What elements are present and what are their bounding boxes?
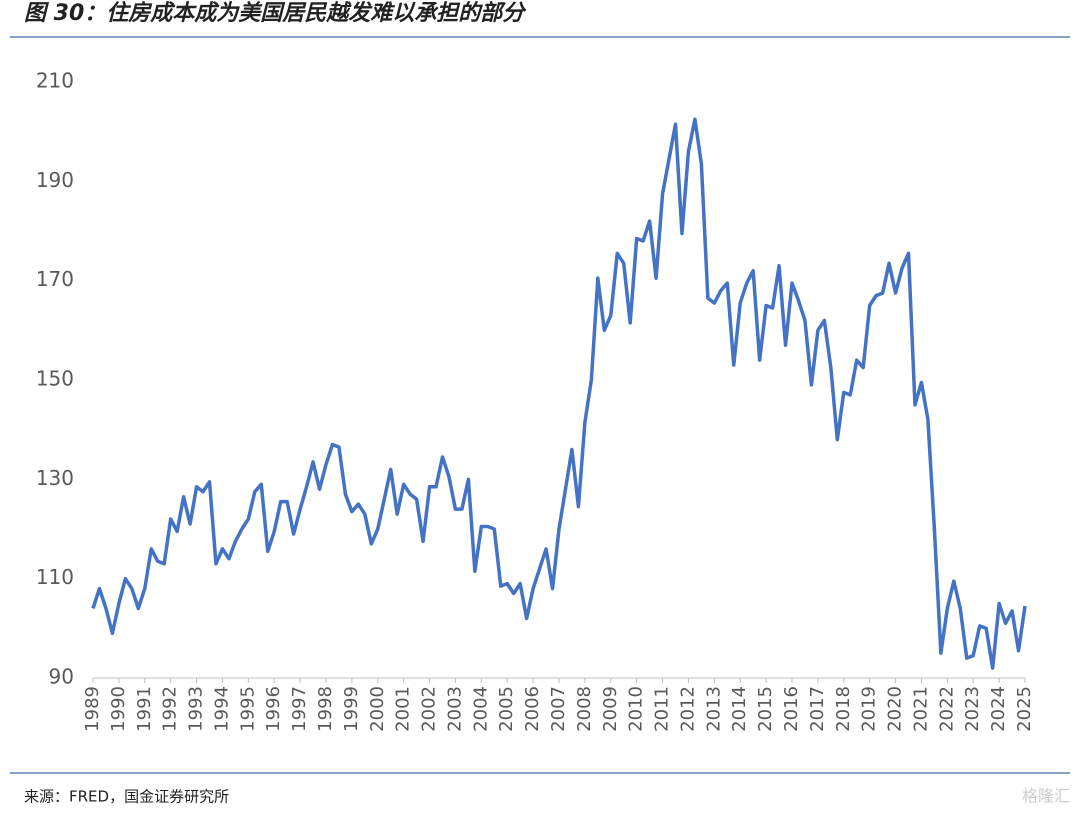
x-tick-label: 2000 [367, 686, 388, 732]
x-tick-label: 1991 [134, 686, 155, 732]
chart-title: 图 30：住房成本成为美国居民越发难以承担的部分 [24, 0, 527, 26]
x-tick-label: 2010 [626, 686, 647, 732]
x-tick-label: 2022 [936, 686, 957, 732]
x-tick-label: 2015 [755, 686, 776, 732]
x-tick-label: 2001 [393, 686, 414, 732]
x-tick-label: 1993 [186, 686, 207, 732]
x-tick-label: 1989 [82, 686, 103, 732]
x-tick-label: 2016 [781, 686, 802, 732]
x-tick-label: 2021 [910, 686, 931, 732]
x-tick-label: 1997 [289, 686, 310, 732]
y-tick-label: 110 [36, 565, 74, 589]
y-tick-label: 210 [36, 69, 74, 93]
y-tick-label: 150 [36, 367, 74, 391]
x-tick-label: 1995 [237, 686, 258, 732]
x-tick-label: 2020 [885, 686, 906, 732]
x-tick-label: 2003 [444, 686, 465, 732]
x-tick-label: 2011 [652, 686, 673, 732]
x-tick-label: 1994 [211, 686, 232, 732]
x-tick-label: 2012 [677, 686, 698, 732]
x-tick-label: 2023 [962, 686, 983, 732]
x-tick-label: 2014 [729, 686, 750, 732]
x-tick-label: 2017 [807, 686, 828, 732]
y-tick-label: 90 [49, 665, 74, 689]
x-tick-label: 2005 [496, 686, 517, 732]
x-tick-label: 2007 [548, 686, 569, 732]
data-line [91, 117, 1027, 670]
x-tick-label: 1998 [315, 686, 336, 732]
x-tick-label: 1996 [263, 686, 284, 732]
x-tick-label: 2024 [988, 686, 1009, 732]
x-tick-label: 2018 [833, 686, 854, 732]
x-tick-label: 1990 [108, 686, 129, 732]
x-tick-label: 2009 [600, 686, 621, 732]
x-tick-label: 2013 [703, 686, 724, 732]
y-tick-label: 130 [36, 466, 74, 490]
x-tick-label: 2008 [574, 686, 595, 732]
x-tick-label: 1992 [160, 686, 181, 732]
watermark: 格隆汇 [1022, 787, 1070, 806]
x-tick-label: 2025 [1014, 686, 1035, 732]
y-tick-label: 190 [36, 168, 74, 192]
source: 来源：FRED，国金证券研究所 [24, 788, 229, 806]
x-tick-label: 2019 [859, 686, 880, 732]
x-tick-label: 2006 [522, 686, 543, 732]
y-tick-label: 170 [36, 267, 74, 291]
x-tick-label: 2002 [419, 686, 440, 732]
x-tick-label: 2004 [470, 686, 491, 732]
x-tick-label: 1999 [341, 686, 362, 732]
